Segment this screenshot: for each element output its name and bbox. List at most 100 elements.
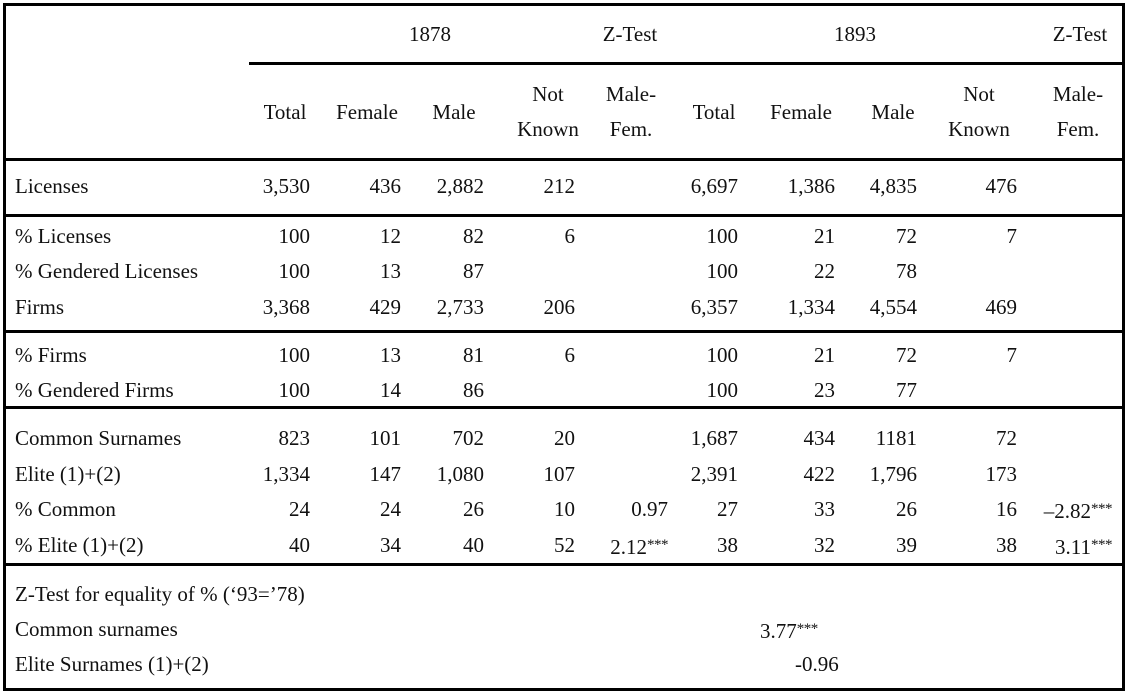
table-cell: 24 [289,497,310,521]
table-cell: 21 [814,224,835,248]
table-cell: 77 [896,378,917,402]
header-group-rule [249,62,1125,65]
significance-stars: *** [1091,537,1113,553]
column-header-line1: Not [963,82,995,106]
table-cell: 24 [380,497,401,521]
table-cell: 1,687 [690,426,738,450]
row-label: % Elite (1)+(2) [15,533,144,557]
table-cell: 26 [896,497,917,521]
table-cell: 100 [278,259,311,283]
table-cell: 1,334 [787,295,835,319]
table-cell: 100 [278,224,311,248]
table-cell: 4,554 [869,295,917,319]
table-cell: 81 [463,343,484,367]
row-label: Firms [15,295,65,319]
table-cell: 72 [896,224,917,248]
header-bottom-rule [3,158,1125,161]
column-header-line2: Known [517,117,579,141]
table-cell: 7 [1006,343,1018,367]
row-label: Elite (1)+(2) [15,462,121,486]
row-label: % Common [15,497,116,521]
table-cell: 212 [543,174,576,198]
significance-stars: *** [647,537,669,553]
table-cell: 823 [278,426,311,450]
table-cell: 1,386 [787,174,835,198]
table-cell: 1,334 [262,462,310,486]
section-rule-4 [3,563,1125,566]
table-cell: 2,733 [436,295,484,319]
group-header-ztest-1893: Z-Test [1052,22,1108,46]
table-cell: 1,796 [869,462,917,486]
column-header-line2: Known [948,117,1010,141]
row-label: % Gendered Licenses [15,259,199,283]
table-cell: 3,368 [262,295,310,319]
table-cell: 434 [803,426,836,450]
footer-row-value: -0.96 [795,652,839,676]
table-cell: 469 [985,295,1018,319]
table-cell: 7 [1006,224,1018,248]
row-label: Common Surnames [15,426,182,450]
table-cell: 100 [706,259,739,283]
table-cell: 702 [452,426,485,450]
table-cell: 4,835 [869,174,917,198]
table-cell: –2.82*** [1043,499,1113,523]
section-rule-3 [3,406,1125,409]
significance-stars: *** [1091,501,1113,517]
table-cell: 2.12*** [610,535,669,559]
table-cell: 32 [814,533,835,557]
column-header: Total [692,100,736,124]
table-cell: 2,391 [690,462,738,486]
significance-stars: *** [796,621,819,637]
table-cell: 78 [896,259,917,283]
table-cell: 6 [564,343,576,367]
table-cell: 23 [814,378,835,402]
table-cell: 12 [380,224,401,248]
table-cell: 13 [380,343,401,367]
column-header-line2: Fem. [609,117,653,141]
table-cell: 107 [543,462,576,486]
column-header-line1: Male- [1052,82,1104,106]
table-cell: 173 [985,462,1018,486]
section-rule-1 [3,214,1125,217]
table-cell: 1181 [875,426,917,450]
table-cell: 147 [369,462,402,486]
table-cell: 33 [814,497,835,521]
table-cell: 87 [463,259,484,283]
table-cell: 16 [996,497,1017,521]
column-header-line1: Not [532,82,564,106]
column-header-line2: Fem. [1056,117,1100,141]
column-header: Male [871,100,915,124]
table-cell: 2,882 [436,174,484,198]
table-cell: 38 [996,533,1017,557]
table-cell: 0.97 [631,497,668,521]
footer-row-label: Common surnames [15,617,178,641]
table-cell: 72 [896,343,917,367]
table-cell: 422 [803,462,836,486]
table-cell: 100 [278,343,311,367]
table-cell: 34 [380,533,401,557]
table-cell: 39 [896,533,917,557]
table-cell: 86 [463,378,484,402]
row-label: % Licenses [15,224,112,248]
column-header: Total [263,100,307,124]
table-cell: 100 [706,224,739,248]
table-cell: 82 [463,224,484,248]
table-cell: 6,697 [690,174,738,198]
footer-title: Z-Test for equality of % (‘93=’78) [15,582,305,606]
table-cell: 436 [369,174,402,198]
table-cell: 6 [564,224,576,248]
table-cell: 13 [380,259,401,283]
table-cell: 476 [985,174,1018,198]
table-cell: 52 [554,533,575,557]
table-cell: 429 [369,295,402,319]
table-cell: 22 [814,259,835,283]
group-header-1893: 1893 [834,22,876,46]
table-cell: 20 [554,426,575,450]
column-header: Male [432,100,476,124]
column-header-line1: Male- [605,82,657,106]
column-header: Female [336,100,398,124]
group-header-ztest-1878: Z-Test [602,22,658,46]
table-cell: 206 [543,295,576,319]
table-cell: 14 [380,378,401,402]
table-cell: 21 [814,343,835,367]
